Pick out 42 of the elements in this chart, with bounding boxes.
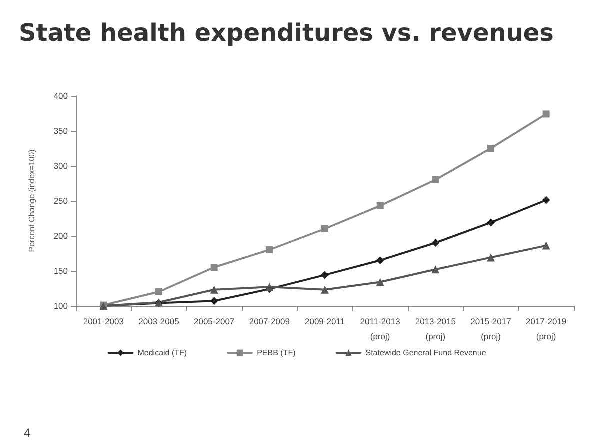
- chart-title: State health expenditures vs. revenues: [19, 19, 554, 47]
- point: [321, 271, 329, 280]
- x-tick-label: 2001-2003: [83, 316, 124, 326]
- point: [488, 145, 494, 152]
- x-tick-label: 2011-2013 (proj): [360, 316, 401, 342]
- point: [210, 286, 218, 294]
- legend-label: PEBB (TF): [257, 348, 296, 358]
- y-tick-label: 150: [54, 266, 68, 276]
- x-tick-label: 2015-2017 (proj): [470, 316, 512, 342]
- point: [266, 246, 274, 254]
- x-tick-label: 2003-2005: [138, 316, 180, 326]
- point: [210, 264, 218, 271]
- y-axis-title: Percent Change (index=100): [28, 149, 36, 252]
- point: [542, 242, 550, 250]
- point: [542, 196, 550, 204]
- x-tick-label: 2013-2015 (proj): [415, 316, 456, 342]
- point: [432, 239, 440, 247]
- y-tick-label: 250: [54, 196, 68, 206]
- point: [542, 110, 550, 118]
- point: [487, 218, 495, 227]
- point: [321, 286, 329, 294]
- y-tick-label: 200: [54, 231, 68, 241]
- point: [376, 256, 384, 264]
- x-tick-label: 2007-2009: [249, 316, 290, 326]
- point: [487, 254, 495, 262]
- legend-label: Statewide General Fund Revenue: [366, 348, 487, 358]
- point: [210, 297, 218, 306]
- point: [322, 226, 328, 232]
- point: [376, 278, 384, 286]
- point: [156, 288, 162, 296]
- y-tick-label: 350: [54, 126, 68, 136]
- point: [376, 202, 384, 210]
- legend-label: Medicaid (TF): [138, 348, 188, 358]
- point: [432, 176, 440, 184]
- x-tick-label: 2005-2007: [194, 316, 235, 326]
- y-tick-label: 100: [54, 301, 68, 311]
- x-tick-label: 2009-2011: [304, 316, 346, 326]
- y-tick-label: 300: [54, 161, 68, 171]
- x-tick-label: 2017-2019 (proj): [526, 316, 567, 342]
- y-tick-label: 400: [54, 91, 68, 101]
- point: [432, 266, 440, 274]
- text: 4: [24, 426, 31, 440]
